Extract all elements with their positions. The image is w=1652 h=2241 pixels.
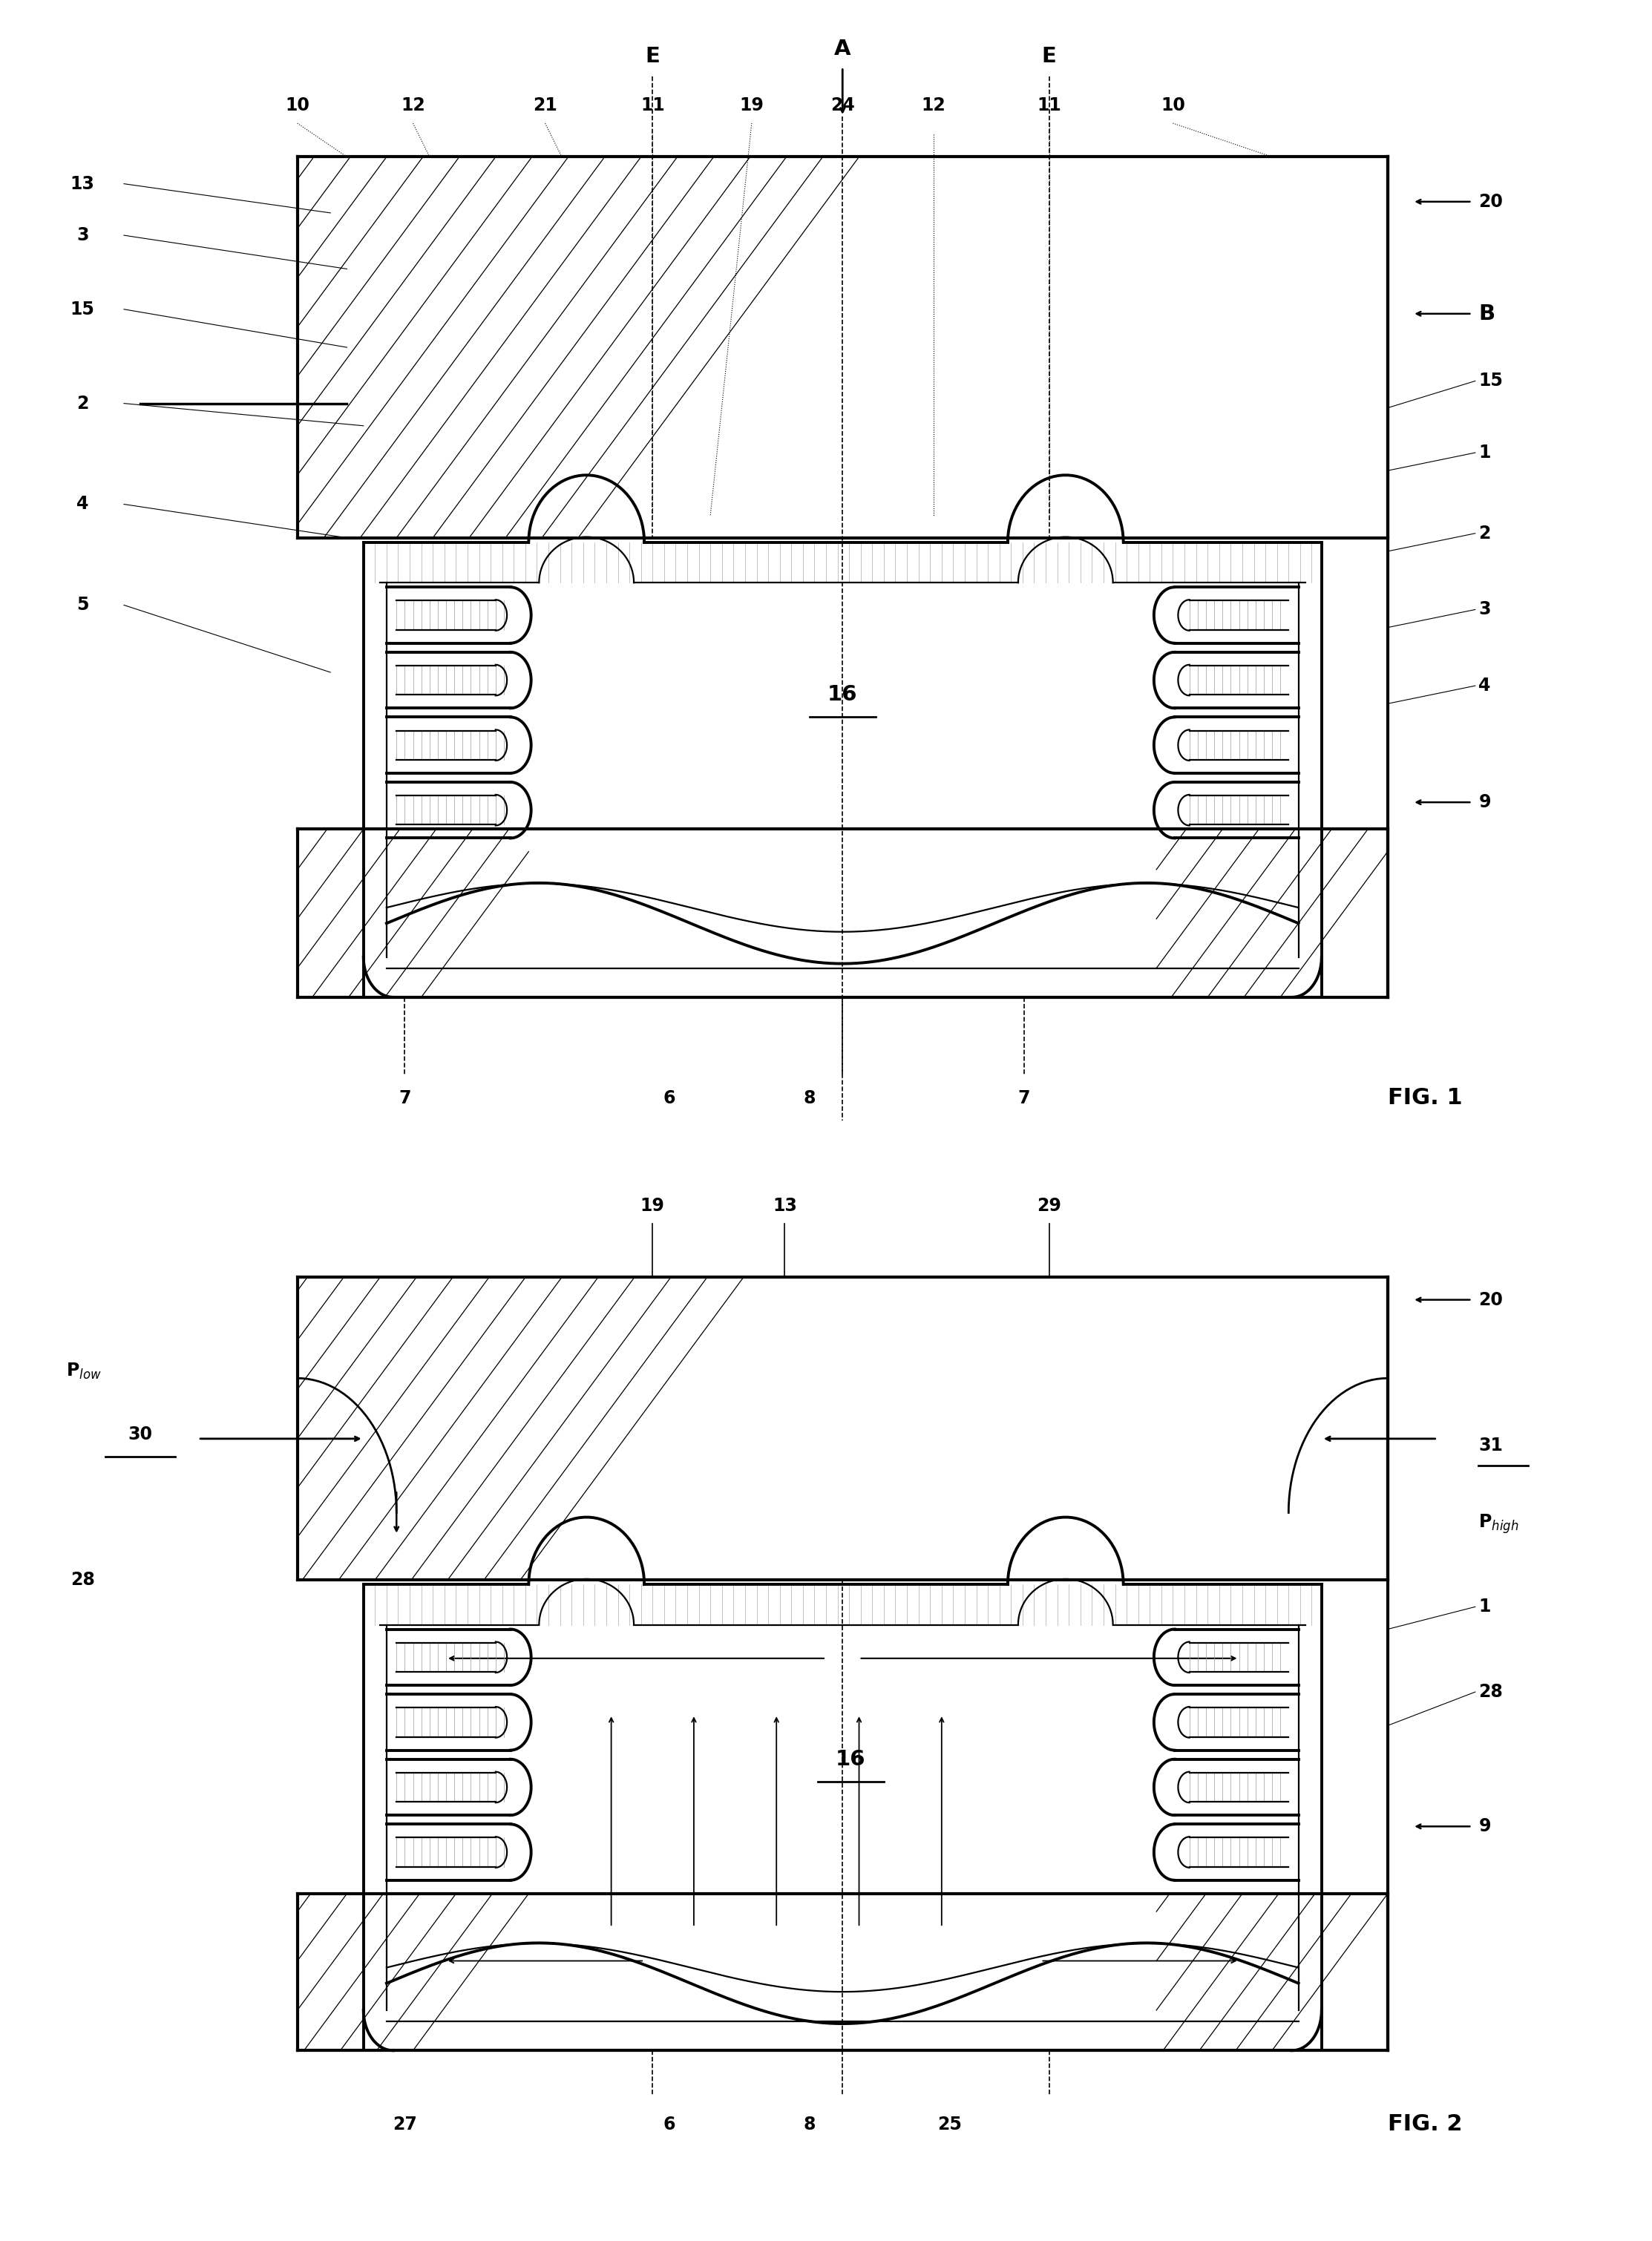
Text: 10: 10	[1161, 96, 1184, 114]
Text: 1: 1	[1479, 444, 1490, 462]
Text: 12: 12	[922, 96, 945, 114]
Text: 16: 16	[836, 1748, 866, 1770]
Text: 9: 9	[1479, 1817, 1490, 1835]
Text: 13: 13	[71, 175, 94, 193]
Text: 19: 19	[740, 96, 763, 114]
Text: 9: 9	[1479, 793, 1490, 811]
Text: 19: 19	[641, 1197, 664, 1215]
Text: 3: 3	[1479, 601, 1490, 619]
Text: 13: 13	[773, 1197, 796, 1215]
Text: A: A	[834, 38, 851, 61]
Text: 11: 11	[1037, 96, 1061, 114]
Text: 2: 2	[1479, 524, 1490, 542]
Text: 29: 29	[1037, 1197, 1061, 1215]
Text: FIG. 1: FIG. 1	[1388, 1087, 1462, 1109]
Text: 2: 2	[76, 394, 89, 412]
Text: P$_{low}$: P$_{low}$	[66, 1363, 101, 1380]
Text: 31: 31	[1479, 1436, 1503, 1454]
Text: 10: 10	[286, 96, 309, 114]
Text: 3: 3	[76, 226, 89, 244]
Text: 28: 28	[1479, 1683, 1503, 1701]
Text: P$_{high}$: P$_{high}$	[1479, 1513, 1518, 1535]
Text: 4: 4	[1479, 677, 1490, 695]
Text: 27: 27	[393, 2116, 416, 2133]
Text: 11: 11	[641, 96, 664, 114]
Text: 7: 7	[398, 1089, 411, 1107]
Text: 1: 1	[1479, 1598, 1490, 1616]
Text: 15: 15	[71, 300, 94, 318]
Text: 15: 15	[1479, 372, 1503, 390]
Text: 5: 5	[76, 596, 89, 614]
Text: 21: 21	[534, 96, 557, 114]
Text: 24: 24	[831, 96, 854, 114]
Text: 6: 6	[662, 2116, 676, 2133]
Text: 6: 6	[662, 1089, 676, 1107]
Text: E: E	[646, 45, 659, 67]
Text: 8: 8	[803, 1089, 816, 1107]
Text: B: B	[1479, 303, 1495, 325]
Text: 20: 20	[1479, 193, 1503, 211]
Text: 8: 8	[803, 2116, 816, 2133]
Text: 20: 20	[1479, 1291, 1503, 1309]
Text: 12: 12	[401, 96, 425, 114]
Text: E: E	[1042, 45, 1056, 67]
Text: 7: 7	[1018, 1089, 1031, 1107]
Text: 25: 25	[938, 2116, 961, 2133]
Text: FIG. 2: FIG. 2	[1388, 2113, 1462, 2136]
Text: 28: 28	[71, 1571, 94, 1589]
Text: 30: 30	[129, 1425, 152, 1443]
Text: 16: 16	[828, 684, 857, 706]
Text: 4: 4	[76, 495, 89, 513]
